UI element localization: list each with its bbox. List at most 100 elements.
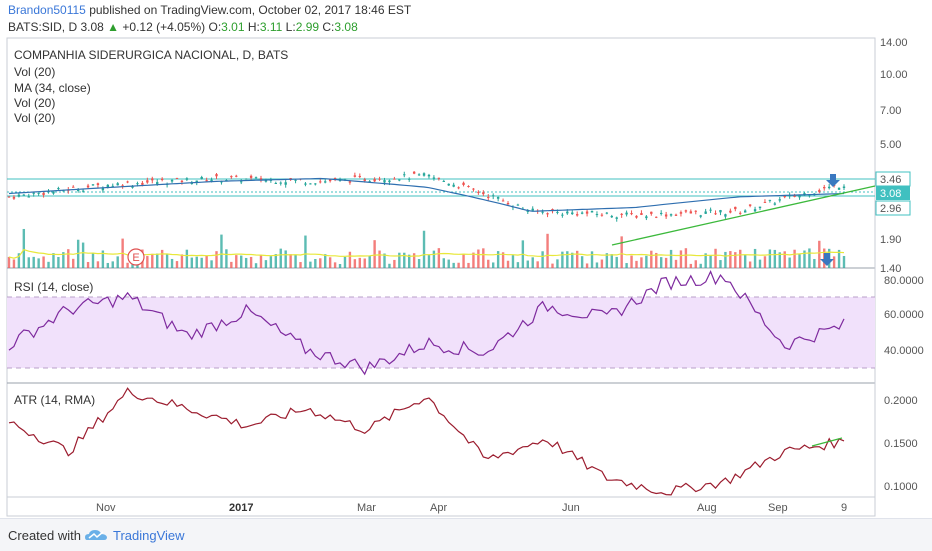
chart-frame <box>6 37 876 517</box>
volume-bar <box>314 259 317 268</box>
candle-body <box>437 177 441 179</box>
candle-body <box>748 204 752 206</box>
volume-bar <box>689 263 693 268</box>
candle-body <box>823 186 826 189</box>
candle-body <box>556 211 559 213</box>
level-tag-bg <box>875 200 911 216</box>
volume-bar <box>333 262 337 268</box>
volume-bar <box>264 260 268 268</box>
volume-bar <box>753 248 757 268</box>
volume-bar <box>501 252 505 268</box>
volume-bar <box>195 256 198 268</box>
candle-body <box>472 188 475 190</box>
legend-ma[interactable]: MA (34, close) <box>14 81 91 95</box>
volume-bar <box>86 261 90 268</box>
candle-body <box>12 196 16 199</box>
volume-bar <box>408 254 411 268</box>
volume-bar <box>393 259 396 268</box>
tradingview-logo-icon[interactable] <box>84 527 110 543</box>
volume-bar <box>373 240 376 268</box>
volume-bar <box>62 252 65 268</box>
candle-body <box>254 177 258 179</box>
volume-bar <box>111 261 114 268</box>
atr-title[interactable]: ATR (14, RMA) <box>14 393 95 407</box>
candle-body <box>605 212 609 214</box>
tradingview-brand-link[interactable]: TradingView <box>113 528 185 543</box>
candle-body <box>689 211 693 214</box>
volume-bar <box>126 262 129 268</box>
symbol-label: BATS:SID, D <box>8 20 78 34</box>
candle-body <box>773 203 777 205</box>
volume-bar <box>403 252 406 268</box>
legend-vol-1[interactable]: Vol (20) <box>14 65 55 79</box>
legend-main[interactable]: COMPANHIA SIDERURGICA NACIONAL, D, BATS <box>14 48 288 62</box>
legend-vol-3[interactable]: Vol (20) <box>14 111 55 125</box>
volume-bar <box>324 254 327 268</box>
y-label: 7.00 <box>880 105 901 117</box>
volume-bar <box>561 251 564 268</box>
volume-bar <box>22 228 26 268</box>
volume-bar <box>294 254 297 268</box>
volume-bar <box>151 253 154 268</box>
open-value: 3.01 <box>221 20 245 34</box>
volume-bar <box>674 259 678 268</box>
volume-bar <box>7 256 11 268</box>
volume-bar <box>210 260 213 268</box>
volume-bar <box>615 256 618 268</box>
volume-bar <box>328 257 332 268</box>
volume-bar <box>101 250 105 268</box>
chart-canvas[interactable]: E COMPANHIA SIDERURGICA NACIONAL, D, BAT… <box>0 0 932 518</box>
candle-body <box>76 189 80 191</box>
candle-body <box>743 210 747 213</box>
volume-bar <box>669 249 673 268</box>
username-link[interactable]: Brandon50115 <box>8 3 86 17</box>
volume-bar <box>531 257 534 268</box>
volume-bar <box>734 252 737 268</box>
volume-bars <box>7 228 846 268</box>
legend-vol-2[interactable]: Vol (20) <box>14 96 55 110</box>
candle-body <box>175 177 179 179</box>
volume-bar <box>719 260 722 268</box>
volume-bar <box>783 251 786 268</box>
candle-body <box>72 186 75 188</box>
volume-bar <box>338 263 342 268</box>
volume-bar <box>739 249 742 268</box>
candle-body <box>57 188 60 190</box>
candle-body <box>111 185 114 187</box>
volume-bar <box>714 248 717 268</box>
volume-bar <box>640 257 643 268</box>
candle-body <box>447 183 450 186</box>
volume-bar <box>625 263 628 268</box>
volume-bar <box>180 254 184 268</box>
candle-body <box>615 217 618 219</box>
candle-body <box>477 191 480 193</box>
candle-body <box>279 182 282 184</box>
footer-bar: Created with TradingView <box>0 518 932 551</box>
candle-body <box>240 181 243 183</box>
candle-body <box>595 214 599 216</box>
volume-bar <box>368 255 371 268</box>
volume-bar <box>655 252 658 268</box>
candle-body <box>575 214 579 216</box>
candle-body <box>590 210 594 213</box>
earnings-marker[interactable]: E <box>127 248 145 266</box>
candle-body <box>121 185 124 187</box>
volume-bar <box>595 262 599 268</box>
candle-body <box>378 178 381 180</box>
volume-bar <box>526 260 529 268</box>
volume-bar <box>832 256 836 268</box>
volume-bar <box>165 253 169 268</box>
candle-body <box>328 179 332 182</box>
volume-bar <box>42 256 45 268</box>
volume-bar <box>630 255 633 268</box>
y-label: 10.00 <box>880 69 908 81</box>
candle-body <box>294 179 297 181</box>
volume-bar <box>106 262 110 268</box>
volume-bar <box>758 259 762 268</box>
candle-body <box>798 194 801 198</box>
candle-body <box>571 212 574 215</box>
volume-bar <box>645 255 648 268</box>
candle-body <box>516 204 520 206</box>
candle-body <box>205 180 208 182</box>
rsi-title[interactable]: RSI (14, close) <box>14 280 93 294</box>
